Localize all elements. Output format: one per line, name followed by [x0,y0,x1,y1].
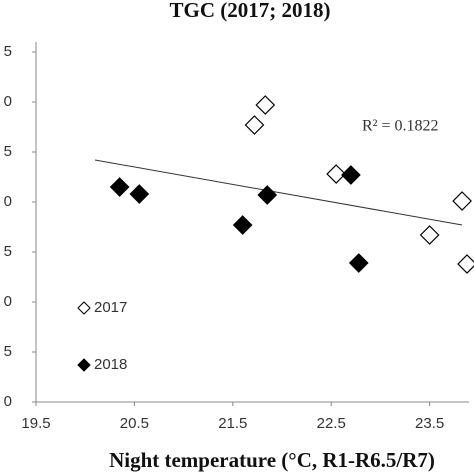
y-tick-label: 0 [4,93,12,110]
y-tick-label: 5 [4,43,12,60]
point [244,115,265,135]
x-tick-label: 21.5 [218,415,247,432]
point [109,177,130,197]
x-tick-label: 23.5 [415,415,444,432]
point [257,185,278,205]
y-tick-label: 0 [4,293,12,310]
trendline [94,159,463,226]
point [452,191,472,211]
legend-label: 2017 [94,299,127,316]
chart-title: TGC (2017; 2018) [170,0,331,22]
annotation: R² = 0.1822 [362,118,439,135]
x-tick-label: 19.5 [21,415,50,432]
y-tick-label: 5 [4,143,12,160]
legend-marker [77,358,91,372]
x-axis-label: Night temperature (°C, R1-R6.5/R7) [109,448,435,472]
x-tick-label: 20.5 [120,415,149,432]
point [419,225,440,245]
point [326,164,346,184]
legend-marker [77,301,91,315]
y-tick-label: 5 [4,243,12,260]
point [341,165,361,185]
y-tick-label: 0 [4,393,12,410]
x-tick-label: 22.5 [317,415,346,432]
y-tick-label: 5 [4,343,12,360]
point [232,215,253,235]
legend-label: 2018 [94,356,127,373]
point [129,184,150,204]
y-tick-label: 0 [4,193,12,210]
point [348,253,369,273]
point [255,95,276,115]
point [457,254,474,274]
